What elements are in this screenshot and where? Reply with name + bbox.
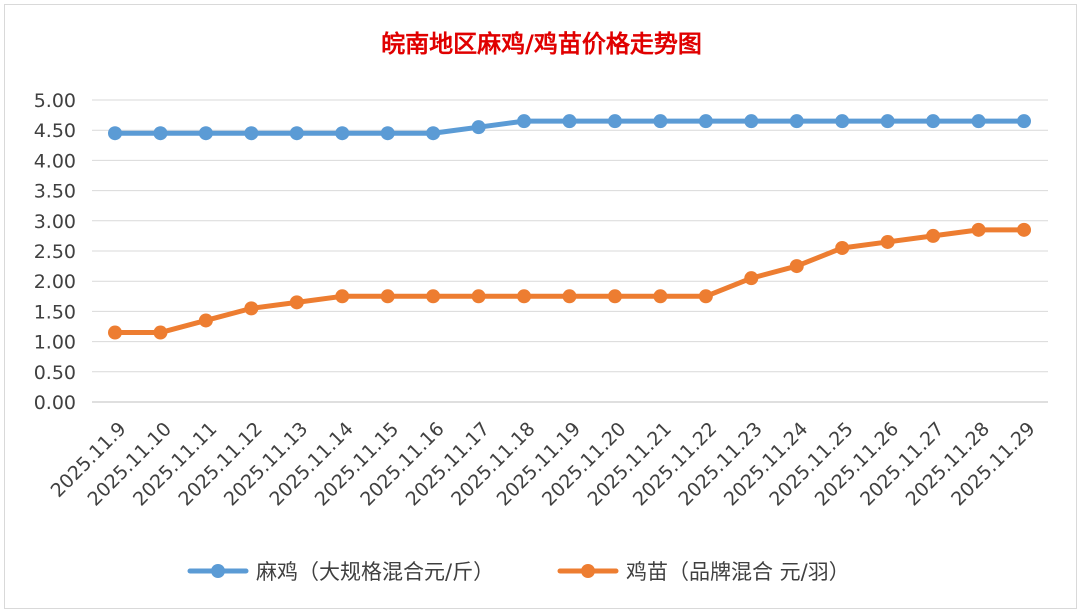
data-point xyxy=(244,126,259,141)
data-point xyxy=(426,289,441,304)
data-point xyxy=(517,114,532,129)
data-point xyxy=(971,222,986,237)
legend: 麻鸡（大规格混合元/斤） 鸡苗（品牌混合 元/羽） xyxy=(187,560,850,584)
data-point xyxy=(108,325,122,340)
data-point xyxy=(607,289,622,304)
y-tick-label: 0.00 xyxy=(34,392,76,414)
data-point xyxy=(744,114,759,129)
data-point xyxy=(108,126,122,141)
data-point xyxy=(835,240,850,255)
legend-label: 麻鸡（大规格混合元/斤） xyxy=(256,560,494,584)
data-point xyxy=(880,114,895,129)
data-point xyxy=(607,114,622,129)
y-axis-ticks: 0.00 0.50 1.00 1.50 2.00 2.50 3.00 3.50 4.00 4.50… xyxy=(34,90,76,414)
legend-label: 鸡苗（品牌混合 元/羽） xyxy=(626,560,850,584)
data-point xyxy=(426,126,441,141)
y-tick-label: 4.50 xyxy=(34,120,76,142)
data-point xyxy=(926,228,941,243)
data-point xyxy=(926,114,941,129)
data-point xyxy=(335,289,350,304)
data-point xyxy=(971,114,986,129)
y-tick-label: 4.00 xyxy=(34,150,76,172)
data-point xyxy=(835,114,850,129)
data-point xyxy=(335,126,350,141)
legend-entry: 鸡苗（品牌混合 元/羽） xyxy=(557,560,850,584)
data-point xyxy=(380,126,395,141)
data-point xyxy=(198,126,213,141)
data-point xyxy=(380,289,395,304)
data-point xyxy=(244,301,259,316)
legend-entry: 麻鸡（大规格混合元/斤） xyxy=(187,560,494,584)
gridlines xyxy=(92,99,1048,403)
data-point xyxy=(289,295,304,310)
data-point xyxy=(653,114,668,129)
legend-dot-marker xyxy=(581,564,595,578)
data-point xyxy=(880,234,895,249)
data-point xyxy=(1017,222,1031,237)
data-point xyxy=(653,289,668,304)
y-tick-label: 1.50 xyxy=(34,301,76,323)
legend-dot-marker xyxy=(211,564,225,578)
chart-frame xyxy=(4,4,1077,609)
y-tick-label: 5.00 xyxy=(34,90,76,112)
chart-title: 皖南地区麻鸡/鸡苗价格走势图 xyxy=(381,30,702,58)
data-point xyxy=(562,289,577,304)
data-point xyxy=(517,289,532,304)
data-point xyxy=(562,114,577,129)
data-point xyxy=(744,271,759,286)
y-tick-label: 2.50 xyxy=(34,241,76,263)
series-group xyxy=(108,114,1031,340)
y-tick-label: 0.50 xyxy=(34,362,76,384)
data-point xyxy=(1017,114,1031,129)
data-point xyxy=(198,313,213,328)
data-point xyxy=(289,126,304,141)
data-point xyxy=(153,126,168,141)
data-point xyxy=(698,289,713,304)
y-tick-label: 3.00 xyxy=(34,211,76,233)
y-tick-label: 1.00 xyxy=(34,332,76,354)
series-2 xyxy=(108,222,1031,340)
data-point xyxy=(471,289,486,304)
data-point xyxy=(789,259,804,274)
data-point xyxy=(471,120,486,135)
series-1 xyxy=(108,114,1031,141)
data-point xyxy=(698,114,713,129)
y-tick-label: 2.00 xyxy=(34,271,76,293)
y-tick-label: 3.50 xyxy=(34,181,76,203)
data-point xyxy=(789,114,804,129)
data-point xyxy=(153,325,168,340)
x-axis-ticks: 2025.11.92025.11.102025.11.112025.11.122… xyxy=(47,418,1040,510)
